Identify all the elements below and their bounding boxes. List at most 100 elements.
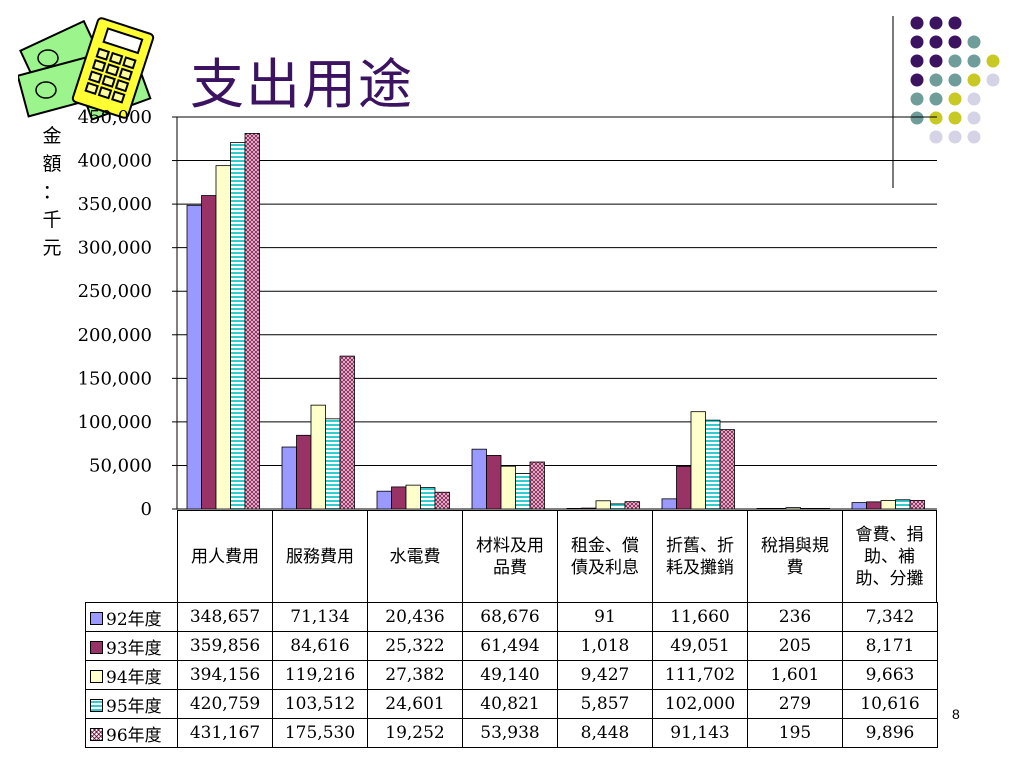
table-row: 95年度 420,759 103,512 24,601 40,821 5,857 102,0…	[85, 689, 938, 719]
decor-dot	[948, 130, 962, 144]
table-cell: 84,616	[272, 631, 368, 661]
table-cell: 8,171	[842, 631, 938, 661]
decor-dot	[910, 92, 924, 106]
decor-dot	[929, 16, 943, 30]
table-row: 94年度 394,156 119,216 27,382 49,140 9,427 111,7…	[85, 660, 938, 690]
table-cell: 20,436	[367, 602, 463, 632]
decor-dot	[967, 73, 981, 87]
decor-dot	[948, 73, 962, 87]
table-cell: 103,512	[272, 689, 368, 719]
decor-dot	[929, 92, 943, 106]
bar-94年度	[500, 465, 516, 510]
legend-swatch	[90, 611, 103, 625]
bar-96年度	[339, 355, 355, 510]
data-table: 92年度 348,657 71,134 20,436 68,676 91 11,660 236…	[85, 602, 938, 748]
y-tick-label: 350,000	[78, 194, 152, 215]
decor-dot	[910, 111, 924, 125]
bar-96年度	[434, 491, 450, 510]
y-axis-label-char: 千	[42, 209, 62, 231]
series-name: 92年度	[106, 609, 162, 630]
table-cell: 236	[747, 602, 843, 632]
table-cell: 102,000	[652, 689, 748, 719]
bar-92年度	[186, 204, 202, 510]
bar-92年度	[281, 446, 297, 510]
y-tick-label: 100,000	[78, 412, 152, 433]
decor-dot	[967, 111, 981, 125]
table-cell: 40,821	[462, 689, 558, 719]
table-cell: 1,601	[747, 660, 843, 690]
series-name: 96年度	[106, 725, 162, 746]
category-label: 材料及用 品費	[462, 510, 557, 602]
y-tick-label: 150,000	[78, 368, 152, 389]
y-axis-label-char: 金	[42, 125, 62, 147]
decor-dot	[986, 73, 1000, 87]
y-tick-label: 450,000	[78, 107, 152, 128]
series-legend-cell: 93年度	[85, 631, 178, 661]
table-cell: 10,616	[842, 689, 938, 719]
table-cell: 9,427	[557, 660, 653, 690]
bar-92年度	[851, 502, 867, 510]
decor-dot	[910, 16, 924, 30]
bar-93年度	[391, 486, 407, 510]
money-calculator-icon	[18, 17, 155, 121]
table-cell: 27,382	[367, 660, 463, 690]
bar-95年度	[895, 499, 911, 510]
table-cell: 61,494	[462, 631, 558, 661]
bar-92年度	[376, 490, 392, 510]
table-cell: 53,938	[462, 718, 558, 748]
y-axis-label-char: 額	[42, 153, 62, 175]
table-cell: 111,702	[652, 660, 748, 690]
table-cell: 9,896	[842, 718, 938, 748]
decor-dot	[967, 54, 981, 68]
bar-96年度	[909, 499, 925, 510]
bar-94年度	[785, 507, 801, 510]
table-cell: 195	[747, 718, 843, 748]
category-label: 會費、捐 助、補 助、分攤	[842, 510, 937, 602]
decor-dot	[967, 130, 981, 144]
table-cell: 1,018	[557, 631, 653, 661]
table-cell: 9,663	[842, 660, 938, 690]
y-tick-label: 200,000	[78, 325, 152, 346]
table-row: 93年度 359,856 84,616 25,322 61,494 1,018 49,051…	[85, 631, 938, 661]
decor-dot	[948, 35, 962, 49]
bar-96年度	[244, 133, 260, 510]
table-cell: 91,143	[652, 718, 748, 748]
bar-96年度	[624, 501, 640, 510]
table-cell: 279	[747, 689, 843, 719]
table-cell: 5,857	[557, 689, 653, 719]
bar-92年度	[756, 507, 772, 510]
bar-94年度	[690, 411, 706, 510]
legend-swatch	[90, 669, 103, 683]
decor-dot	[929, 54, 943, 68]
decor-dot	[967, 35, 981, 49]
legend-swatch	[90, 640, 103, 654]
bar-92年度	[566, 507, 582, 510]
legend-swatch	[90, 698, 103, 712]
series-name: 93年度	[106, 638, 162, 659]
decor-dot	[948, 16, 962, 30]
series-legend-cell: 94年度	[85, 660, 178, 690]
decor-dot	[910, 54, 924, 68]
table-row: 92年度 348,657 71,134 20,436 68,676 91 11,660 236…	[85, 602, 938, 632]
category-label: 用人費用	[177, 510, 272, 602]
bar-95年度	[705, 419, 721, 510]
category-label: 服務費用	[272, 510, 367, 602]
category-label: 水電費	[367, 510, 462, 602]
table-row: 96年度 431,167 175,530 19,252 53,938 8,448 91,14…	[85, 718, 938, 748]
bar-94年度	[405, 484, 421, 510]
table-cell: 348,657	[177, 602, 273, 632]
bar-93年度	[676, 465, 692, 510]
y-axis-label-char: ：	[42, 181, 62, 203]
decor-dots	[910, 16, 1000, 144]
table-cell: 49,051	[652, 631, 748, 661]
decor-dot	[929, 111, 943, 125]
y-tick-label: 250,000	[78, 281, 152, 302]
decor-dot	[929, 73, 943, 87]
decor-dot	[929, 35, 943, 49]
table-cell: 420,759	[177, 689, 273, 719]
category-header-row: 用人費用 服務費用 水電費 材料及用 品費 租金、償 債及利息 折舊、折 耗及攤銷 稅捐與規費會費…	[177, 510, 937, 602]
series-legend-cell: 92年度	[85, 602, 178, 632]
bar-95年度	[610, 503, 626, 510]
table-cell: 19,252	[367, 718, 463, 748]
